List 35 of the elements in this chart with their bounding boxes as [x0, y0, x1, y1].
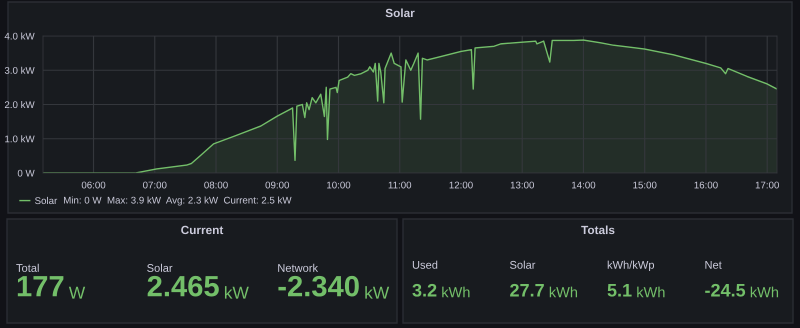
x-tick-label: 06:00 [82, 182, 106, 188]
y-tick-label: 3.0 kW [4, 66, 35, 74]
text: Min: 0 W Max: 3.9 kW Avg: 2.3 kW Current: 2.5 kW [64, 196, 292, 206]
x-tick-label: 12:00 [450, 182, 473, 188]
x-tick-label: 13:00 [510, 182, 534, 188]
x-tick-label: 10:00 [327, 182, 350, 188]
text: 2.465 kW [148, 276, 249, 299]
y-tick-label: 0 W [18, 170, 35, 177]
x-tick-label: 07:00 [142, 182, 167, 188]
x-tick-label: 17:00 [756, 182, 779, 188]
category-label: Net [705, 261, 722, 269]
legend-label: Solar [35, 196, 58, 204]
y-tick-label: 2.0 kW [4, 100, 35, 108]
chart-title: Solar [386, 8, 415, 18]
category-label: Total [16, 264, 39, 272]
text: 5.1 kWh [608, 284, 664, 298]
category-label: kWh/kWp [608, 260, 654, 271]
category-label: Used [412, 260, 438, 269]
x-tick-label: 15:00 [633, 182, 656, 188]
category-label: Network [278, 264, 318, 272]
x-tick-label: 11:00 [388, 182, 412, 188]
category-label: Solar [147, 264, 172, 272]
text: Current [181, 226, 224, 234]
x-tick-label: 08:00 [204, 182, 228, 188]
text: Totals [581, 225, 614, 234]
x-tick-label: 09:00 [265, 182, 290, 188]
text: -24.5 kWh [705, 284, 778, 298]
x-tick-label: 16:00 [694, 182, 718, 188]
text: -2.340 kW [278, 276, 390, 299]
text: 3.2 kWh [412, 284, 470, 298]
category-label: Solar [510, 260, 536, 269]
text: 27.7 kWh [510, 284, 578, 298]
y-tick-label: 4.0 kW [4, 32, 35, 40]
y-tick-label: 1.0 kW [5, 135, 35, 142]
x-tick-label: 14:00 [572, 182, 596, 188]
